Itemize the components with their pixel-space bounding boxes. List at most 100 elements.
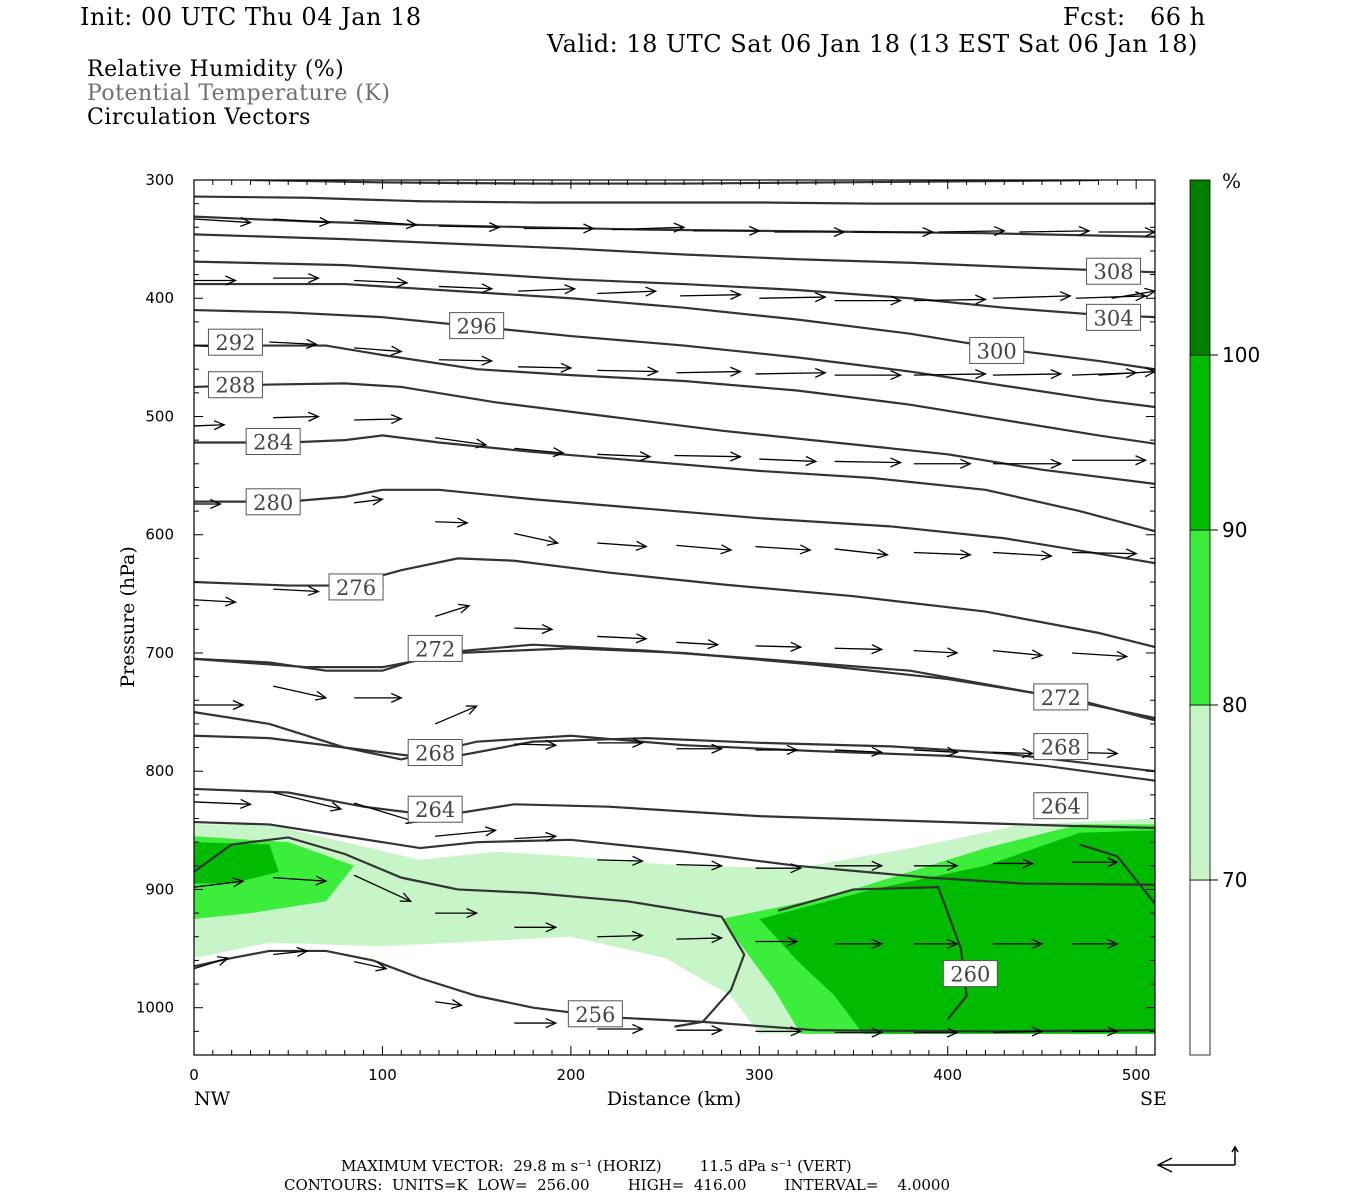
circulation-vector xyxy=(992,649,1044,660)
vector-head xyxy=(711,860,724,871)
contour-label-box xyxy=(1033,792,1089,820)
isentrope-line xyxy=(194,949,1155,1033)
contour-label: 304 xyxy=(1086,303,1142,331)
isentrope-line xyxy=(194,557,1155,649)
circulation-vector xyxy=(755,863,803,874)
contour-label-box xyxy=(407,738,463,766)
circulation-vector xyxy=(435,999,464,1010)
vector-head xyxy=(1116,650,1129,661)
rh-region-90 xyxy=(759,830,1155,1034)
circulation-vector xyxy=(676,1025,724,1036)
vector-shaft xyxy=(938,230,1005,233)
vector-head xyxy=(232,699,245,711)
circulation-vector xyxy=(435,826,498,837)
x-left-end-label: NW xyxy=(194,1088,231,1110)
colorbar-bin-90 xyxy=(1189,354,1211,531)
vector-shaft xyxy=(353,802,417,823)
colorbar-bin-80 xyxy=(1189,529,1211,706)
circulation-vector xyxy=(597,451,652,462)
vector-head xyxy=(730,451,743,462)
contour-label-text: 264 xyxy=(1041,795,1081,819)
vector-shaft xyxy=(913,649,958,654)
circulation-vector xyxy=(755,744,799,756)
circulation-vector xyxy=(438,355,494,366)
vector-head xyxy=(560,362,573,373)
vector-shaft xyxy=(913,373,986,376)
circulation-vector xyxy=(438,222,501,233)
vector-head xyxy=(545,922,558,933)
isentrope-line xyxy=(194,647,1155,722)
contour-label-text: 268 xyxy=(1041,736,1081,760)
circulation-vector xyxy=(1072,548,1138,559)
vector-head xyxy=(1050,458,1063,469)
colorbar-bin-60 xyxy=(1189,879,1211,1056)
vector-head xyxy=(305,338,319,349)
vector-head xyxy=(871,860,884,871)
circulation-vector xyxy=(435,908,479,919)
vector-head xyxy=(946,746,959,757)
vector-shaft xyxy=(194,880,244,888)
vector-shaft xyxy=(435,437,487,446)
isentrope-line xyxy=(194,282,1155,371)
circulation-vector xyxy=(693,225,761,236)
contour-label-text: 300 xyxy=(977,339,1017,363)
vector-shaft xyxy=(273,876,326,882)
isentrope-line xyxy=(194,434,1155,533)
contour-label: 272 xyxy=(407,634,463,662)
circulation-vector xyxy=(597,1023,645,1035)
vector-head xyxy=(458,603,471,614)
vector-head xyxy=(1135,455,1148,466)
vector-shaft xyxy=(834,548,888,556)
circulation-vector xyxy=(913,860,959,871)
circulation-vector xyxy=(992,369,1063,380)
vector-shaft xyxy=(834,647,882,651)
vector-shaft xyxy=(272,685,327,699)
vector-shaft xyxy=(273,588,319,593)
circulation-vector xyxy=(269,338,319,349)
circulation-vector xyxy=(992,1026,1044,1037)
circulation-vector xyxy=(597,930,645,941)
circulation-vector xyxy=(597,633,648,644)
y-tick-label: 900 xyxy=(145,880,174,898)
circulation-vector xyxy=(834,1027,884,1038)
vector-head xyxy=(315,875,328,886)
vector-head xyxy=(330,801,343,812)
circulation-vector xyxy=(354,960,388,972)
vector-head xyxy=(466,908,479,919)
contour-label: 268 xyxy=(407,738,463,766)
vector-head xyxy=(707,639,720,650)
vector-head xyxy=(711,1025,724,1036)
contour-label-box xyxy=(407,795,463,823)
isentrope-line xyxy=(777,885,968,1021)
vector-head xyxy=(730,289,743,300)
vector-head xyxy=(545,739,558,751)
x-axis-title: Distance (km) xyxy=(607,1088,742,1110)
circulation-vector xyxy=(1075,291,1148,302)
contour-label-text: 268 xyxy=(415,741,455,765)
contour-label-box xyxy=(245,428,301,455)
circulation-vector xyxy=(353,874,413,902)
vector-shaft xyxy=(992,751,1033,755)
circulation-vector xyxy=(755,544,812,555)
isentrope-line xyxy=(194,734,1155,773)
vector-shaft xyxy=(354,418,402,421)
axes: 0 100 200 300 400 500 300 400 500 600 700 800 900 100… xyxy=(136,171,1155,1084)
x-right-end-label: SE xyxy=(1140,1088,1167,1110)
circulation-vector xyxy=(273,875,328,886)
vector-head xyxy=(1022,858,1035,869)
isentrope-contours xyxy=(194,180,1155,1033)
contour-label: 280 xyxy=(245,488,301,516)
vector-head xyxy=(484,826,498,837)
vector-shaft xyxy=(755,645,801,648)
circulation-vector xyxy=(755,641,803,652)
circulation-vector xyxy=(913,1027,959,1038)
circulation-vector xyxy=(354,414,403,425)
circulation-vector xyxy=(194,877,245,888)
vector-shaft xyxy=(354,960,387,970)
y-tick-label: 300 xyxy=(145,171,174,189)
circulation-vector xyxy=(1111,287,1155,299)
relative-humidity-fill xyxy=(194,818,1155,1034)
vector-head xyxy=(240,798,253,809)
vector-shaft xyxy=(759,296,826,299)
